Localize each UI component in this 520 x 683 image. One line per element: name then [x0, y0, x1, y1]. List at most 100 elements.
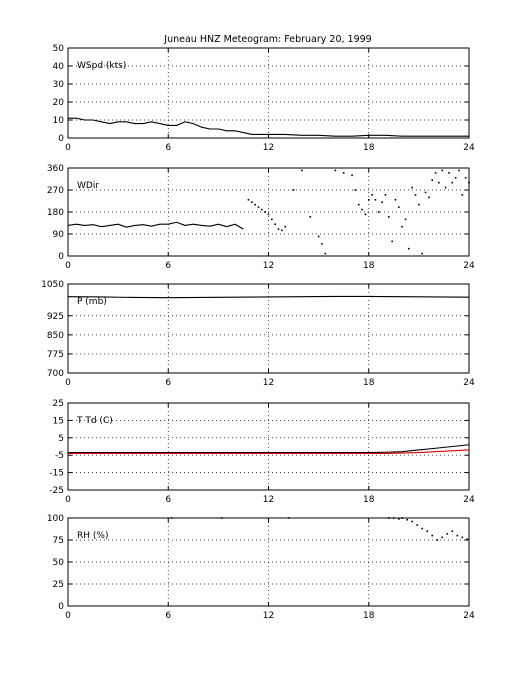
data-point	[391, 240, 393, 243]
data-point	[458, 169, 460, 172]
x-tick-label: 6	[165, 143, 171, 153]
data-point	[367, 198, 370, 201]
y-tick-label: 50	[53, 558, 65, 568]
series-line-1	[68, 117, 469, 137]
y-tick-label: 0	[58, 134, 64, 144]
data-point	[374, 198, 377, 201]
x-tick-label: 24	[463, 378, 475, 388]
panel-2: 0 6 12 18 24 0 90 180 270 360 WDir	[47, 164, 475, 271]
data-point	[381, 201, 383, 204]
data-point	[377, 211, 380, 213]
data-point	[456, 534, 459, 537]
data-point	[321, 242, 323, 245]
y-tick-label: 270	[47, 186, 64, 196]
data-point	[401, 517, 403, 519]
data-point	[466, 538, 469, 540]
y-tick-label: 1050	[41, 280, 64, 290]
data-point	[388, 216, 390, 218]
data-point	[393, 517, 395, 519]
data-point	[361, 208, 363, 211]
data-point	[461, 536, 464, 539]
data-point	[281, 229, 283, 232]
x-tick-label: 0	[65, 611, 71, 621]
data-point	[317, 235, 320, 238]
data-point	[170, 517, 173, 519]
panel-label: P (mb)	[77, 297, 107, 307]
data-point	[371, 194, 373, 196]
data-point	[411, 520, 413, 523]
data-point	[384, 194, 387, 196]
x-tick-label: 18	[363, 261, 375, 271]
panel-label: WSpd (kts)	[77, 61, 126, 71]
y-tick-label: 90	[53, 230, 65, 240]
y-tick-label: 15	[53, 416, 64, 426]
data-point	[418, 203, 420, 206]
y-tick-label: 40	[53, 62, 65, 72]
data-point	[406, 518, 408, 521]
y-tick-label: 360	[47, 164, 64, 174]
data-point	[264, 211, 266, 213]
data-point	[408, 247, 410, 250]
y-tick-label: 50	[53, 44, 65, 54]
data-point	[428, 196, 430, 199]
x-tick-label: 0	[65, 143, 71, 153]
data-point	[220, 517, 223, 519]
series-line-1	[67, 295, 470, 299]
data-point	[404, 218, 407, 221]
x-tick-label: 6	[165, 611, 171, 621]
x-tick-label: 24	[463, 261, 475, 271]
chart-title: Juneau HNZ Meteogram: February 20, 1999	[163, 34, 371, 45]
y-tick-label: 25	[53, 580, 64, 590]
data-point	[364, 213, 367, 216]
data-point	[284, 225, 287, 228]
panel-3: 0 6 12 18 24 700 775 850 925 1050 P (mb)	[41, 280, 475, 388]
panels: 0 6 12 18 24 0 10 20 30 40 50 WSpd (kts) 0 6 12 18 24 0 90…	[41, 44, 475, 621]
y-tick-label: 20	[53, 98, 65, 108]
y-tick-label: 0	[58, 252, 64, 262]
y-tick-label: 775	[47, 350, 64, 360]
data-point	[441, 169, 444, 172]
data-point	[434, 172, 437, 174]
x-tick-label: 18	[363, 495, 375, 505]
y-tick-label: 180	[47, 208, 64, 218]
y-tick-label: -25	[49, 486, 64, 496]
data-point	[309, 216, 312, 218]
x-tick-label: 0	[65, 378, 71, 388]
axes-frame	[67, 402, 470, 491]
data-point	[414, 194, 417, 196]
x-tick-label: 24	[463, 495, 475, 505]
data-point	[247, 198, 250, 201]
panel-label: T Td (C)	[76, 416, 113, 426]
data-point	[451, 181, 454, 184]
panel-4: 0 6 12 18 24 -25 -15 -5 5 15 25 T Td (C)	[49, 399, 475, 505]
data-point	[401, 225, 403, 228]
data-point	[444, 186, 447, 189]
data-point	[451, 530, 454, 532]
x-tick-label: 24	[463, 611, 475, 621]
data-point	[261, 208, 263, 211]
x-tick-label: 18	[363, 143, 375, 153]
data-point	[398, 206, 400, 208]
data-point	[292, 189, 295, 191]
y-tick-label: 100	[47, 514, 64, 524]
y-tick-label: 0	[58, 602, 64, 612]
data-point	[461, 194, 464, 196]
data-point	[324, 252, 327, 255]
data-point	[468, 181, 470, 184]
y-tick-label: 30	[53, 80, 65, 90]
data-point	[287, 517, 290, 519]
panel-1: 0 6 12 18 24 0 10 20 30 40 50 WSpd (kts)	[53, 44, 475, 153]
y-tick-label: 850	[47, 331, 64, 341]
data-point	[426, 530, 429, 532]
x-tick-label: 24	[463, 143, 475, 153]
x-tick-label: 12	[263, 611, 274, 621]
data-point	[398, 518, 400, 520]
data-point	[271, 218, 273, 221]
y-tick-label: 10	[53, 116, 65, 126]
data-point	[431, 179, 434, 182]
x-tick-label: 12	[263, 143, 274, 153]
data-point	[394, 198, 397, 201]
x-tick-label: 12	[263, 261, 274, 271]
y-tick-label: 700	[47, 369, 64, 379]
